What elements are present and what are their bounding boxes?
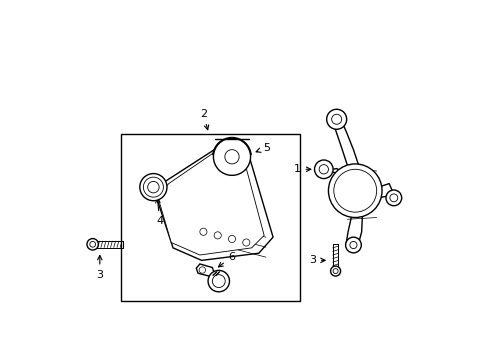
Circle shape <box>242 239 249 246</box>
Circle shape <box>224 150 239 164</box>
Circle shape <box>214 232 221 239</box>
Circle shape <box>319 165 328 174</box>
Text: 5: 5 <box>256 143 269 153</box>
Polygon shape <box>157 145 264 255</box>
Circle shape <box>147 181 159 193</box>
Polygon shape <box>196 264 214 276</box>
Circle shape <box>330 266 340 276</box>
Circle shape <box>349 242 356 249</box>
Circle shape <box>333 169 376 212</box>
Text: 3: 3 <box>96 256 103 280</box>
Circle shape <box>90 242 95 247</box>
Circle shape <box>385 190 401 206</box>
Ellipse shape <box>195 192 222 207</box>
Ellipse shape <box>212 220 226 229</box>
Circle shape <box>314 160 332 179</box>
Circle shape <box>345 237 361 253</box>
Text: 6: 6 <box>218 252 235 267</box>
Text: 3: 3 <box>308 255 325 265</box>
Circle shape <box>332 269 337 274</box>
Bar <box>121 134 299 301</box>
Circle shape <box>143 177 163 197</box>
Circle shape <box>328 164 381 217</box>
Circle shape <box>200 228 206 235</box>
Text: 4: 4 <box>155 198 163 226</box>
Circle shape <box>326 109 346 129</box>
Circle shape <box>331 114 341 124</box>
Circle shape <box>212 275 225 288</box>
Circle shape <box>389 194 397 202</box>
Circle shape <box>87 239 98 250</box>
Circle shape <box>207 270 229 292</box>
Text: 2: 2 <box>200 109 208 130</box>
Circle shape <box>213 138 250 175</box>
Polygon shape <box>151 141 272 260</box>
Text: 1: 1 <box>293 164 310 174</box>
Circle shape <box>228 235 235 243</box>
Circle shape <box>140 174 166 201</box>
Circle shape <box>199 267 205 273</box>
